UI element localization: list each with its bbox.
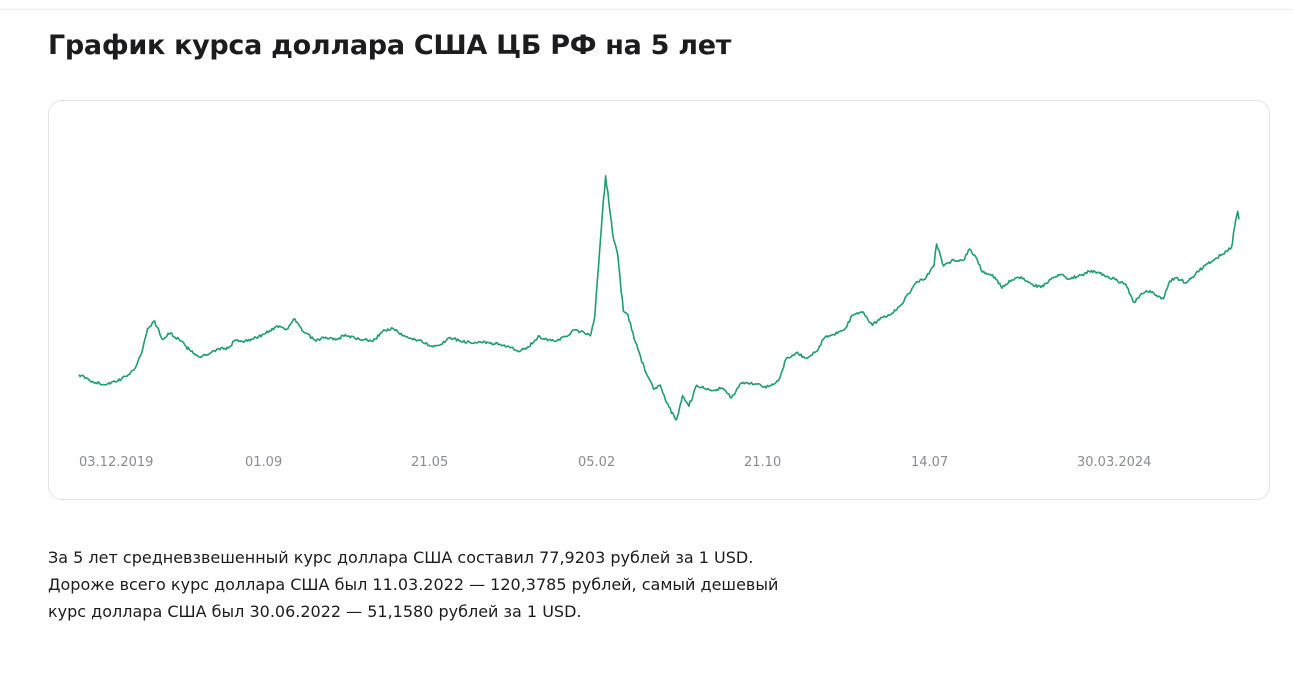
x-tick-label: 05.02 bbox=[578, 455, 615, 470]
rate-summary: За 5 лет средневзвешенный курс доллара С… bbox=[48, 544, 948, 625]
usd-rate-line-chart: 03.12.2019 01.09 21.05 05.02 21.10 14.07 30.03… bbox=[78, 175, 1240, 470]
summary-line-average: За 5 лет средневзвешенный курс доллара С… bbox=[48, 548, 754, 567]
x-tick-label: 14.07 bbox=[911, 455, 948, 470]
summary-line-max: Дороже всего курс доллара США был 11.03.… bbox=[48, 575, 779, 594]
series-layer bbox=[78, 175, 1240, 421]
x-tick-label: 21.10 bbox=[744, 455, 781, 470]
x-tick-label: 30.03.2024 bbox=[1077, 455, 1151, 470]
summary-line-min: курс доллара США был 30.06.2022 — 51,158… bbox=[48, 602, 582, 621]
page-title: График курса доллара США ЦБ РФ на 5 лет bbox=[48, 30, 732, 61]
x-axis-ticks: 03.12.2019 01.09 21.05 05.02 21.10 14.07 30.03… bbox=[79, 455, 1151, 470]
x-tick-label: 21.05 bbox=[411, 455, 448, 470]
top-divider bbox=[0, 9, 1293, 10]
chart-card: 03.12.2019 01.09 21.05 05.02 21.10 14.07 30.03… bbox=[48, 100, 1270, 500]
usd-rate-series-line bbox=[78, 175, 1240, 421]
x-tick-label: 03.12.2019 bbox=[79, 455, 153, 470]
x-tick-label: 01.09 bbox=[245, 455, 282, 470]
